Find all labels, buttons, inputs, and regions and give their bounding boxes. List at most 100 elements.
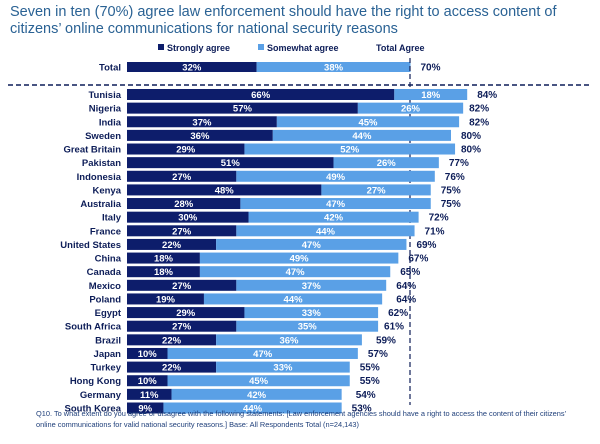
data-label-total-agree-australia: 75% — [441, 199, 461, 210]
data-label-strongly-agree-south-africa: 27% — [172, 322, 192, 333]
data-label-strongly-agree-germany: 11% — [140, 390, 159, 401]
data-label-somewhat-agree-great-britain: 52% — [340, 145, 360, 156]
data-label-total-agree-japan: 57% — [368, 349, 388, 360]
data-label-somewhat-agree-brazil: 36% — [279, 335, 299, 346]
data-label-total-agree-united-states: 69% — [416, 240, 436, 251]
data-label-strongly-agree-tunisia: 66% — [251, 90, 271, 101]
data-label-total-agree-canada: 65% — [400, 267, 420, 278]
data-label-total-agree-nigeria: 82% — [469, 104, 489, 115]
data-label-strongly-agree-france: 27% — [172, 226, 192, 237]
data-label-somewhat-agree-indonesia: 49% — [326, 172, 346, 183]
data-label-strongly-agree-poland: 19% — [156, 294, 176, 305]
bar-somewhat-agree-tunisia — [394, 89, 468, 100]
bar-strongly-agree-australia — [127, 198, 241, 210]
category-label-japan: Japan — [94, 349, 122, 360]
data-label-total-agree-south-korea: 53% — [352, 403, 372, 414]
bar-somewhat-agree-sweden — [272, 129, 451, 141]
legend-label-strongly-agree: Strongly agree — [167, 43, 231, 53]
data-label-somewhat-agree-sweden: 44% — [352, 131, 372, 142]
data-label-strongly-agree-kenya: 48% — [215, 185, 235, 196]
bar-strongly-agree-canada — [127, 266, 200, 278]
data-label-somewhat-agree-kenya: 27% — [367, 185, 387, 196]
bar-strongly-agree-germany — [127, 388, 172, 400]
data-label-strongly-agree-indonesia: 27% — [172, 172, 192, 183]
data-label-somewhat-agree-hong-kong: 45% — [249, 376, 269, 387]
data-label-strongly-agree-pakistan: 51% — [221, 158, 241, 169]
category-label-united-states: United States — [60, 240, 121, 251]
data-label-somewhat-agree-australia: 47% — [326, 199, 346, 210]
data-label-total-agree-mexico: 64% — [396, 281, 416, 292]
data-label-total-agree-india: 82% — [469, 117, 489, 128]
bar-strongly-agree-france — [127, 225, 237, 237]
bar-somewhat-agree-hong-kong — [167, 375, 350, 387]
data-label-strongly-agree-india: 37% — [192, 117, 212, 128]
category-label-total: Total — [99, 63, 121, 74]
category-label-indonesia: Indonesia — [77, 172, 122, 183]
data-label-somewhat-agree-india: 45% — [358, 117, 378, 128]
data-label-somewhat-agree-pakistan: 26% — [377, 158, 397, 169]
bar-somewhat-agree-egypt — [244, 307, 379, 319]
bar-somewhat-agree-pakistan — [333, 157, 439, 169]
category-label-south-korea: South Korea — [65, 403, 122, 414]
category-label-china: China — [95, 254, 122, 265]
bar-strongly-agree-turkey — [127, 361, 217, 373]
bar-somewhat-agree-south-korea — [163, 402, 342, 414]
data-label-total-agree-south-africa: 61% — [384, 322, 404, 333]
bar-strongly-agree-poland — [127, 293, 204, 305]
data-label-strongly-agree-great-britain: 29% — [176, 145, 196, 156]
bar-strongly-agree-japan — [127, 347, 168, 359]
data-label-strongly-agree-australia: 28% — [174, 199, 194, 210]
legend-item-strongly-agree: Strongly agree — [158, 43, 230, 53]
data-label-somewhat-agree-italy: 42% — [324, 213, 344, 224]
data-label-total-agree-china: 67% — [408, 254, 428, 265]
category-label-kenya: Kenya — [92, 185, 121, 196]
data-label-somewhat-agree-mexico: 37% — [302, 281, 322, 292]
data-label-somewhat-agree-egypt: 33% — [302, 308, 322, 319]
data-label-total-agree-germany: 54% — [356, 390, 376, 401]
data-label-strongly-agree-south-korea: 9% — [138, 403, 152, 414]
data-label-somewhat-agree-japan: 47% — [253, 349, 273, 360]
data-label-strongly-agree-hong-kong: 10% — [138, 376, 158, 387]
bar-strongly-agree-brazil — [127, 334, 217, 346]
chart-legend: Strongly agree Somewhat agree Total Agre… — [0, 43, 600, 57]
bar-strongly-agree-great-britain — [127, 143, 245, 155]
category-label-south-africa: South Africa — [65, 322, 122, 333]
legend-label-somewhat-agree: Somewhat agree — [267, 43, 339, 53]
data-label-somewhat-agree-china: 49% — [290, 254, 310, 265]
category-label-canada: Canada — [87, 267, 122, 278]
bar-strongly-agree-hong-kong — [127, 375, 168, 387]
category-label-india: India — [99, 117, 122, 128]
bar-somewhat-agree-australia — [240, 198, 431, 210]
bar-strongly-agree-total — [127, 62, 257, 72]
category-label-hong-kong: Hong Kong — [70, 376, 121, 387]
data-label-strongly-agree-japan: 10% — [138, 349, 158, 360]
data-label-somewhat-agree-france: 44% — [316, 226, 336, 237]
bar-strongly-agree-south-africa — [127, 320, 237, 332]
bar-strongly-agree-mexico — [127, 279, 237, 291]
bar-somewhat-agree-indonesia — [236, 170, 435, 182]
data-label-strongly-agree-total: 32% — [182, 63, 202, 74]
bar-strongly-agree-china — [127, 252, 200, 264]
category-label-mexico: Mexico — [89, 281, 121, 292]
category-label-france: France — [90, 226, 121, 237]
data-label-somewhat-agree-south-africa: 35% — [298, 322, 318, 333]
legend-swatch-somewhat-agree — [258, 44, 264, 50]
legend-swatch-strongly-agree — [158, 44, 164, 50]
data-label-strongly-agree-mexico: 27% — [172, 281, 192, 292]
bar-somewhat-agree-kenya — [321, 184, 431, 196]
data-label-somewhat-agree-turkey: 33% — [273, 363, 293, 374]
bar-strongly-agree-india — [127, 116, 277, 128]
data-label-total-agree-hong-kong: 55% — [360, 376, 380, 387]
bar-somewhat-agree-nigeria — [357, 102, 464, 114]
category-label-pakistan: Pakistan — [82, 158, 121, 169]
data-label-somewhat-agree-south-korea: 44% — [243, 403, 263, 414]
category-label-sweden: Sweden — [85, 131, 121, 142]
bar-somewhat-agree-mexico — [236, 279, 387, 291]
category-label-italy: Italy — [102, 213, 122, 224]
bar-somewhat-agree-great-britain — [244, 143, 456, 155]
bar-strongly-agree-italy — [127, 211, 249, 223]
bar-somewhat-agree-turkey — [216, 361, 350, 373]
data-label-somewhat-agree-nigeria: 26% — [401, 104, 421, 115]
data-label-total-agree-total: 70% — [420, 63, 440, 74]
